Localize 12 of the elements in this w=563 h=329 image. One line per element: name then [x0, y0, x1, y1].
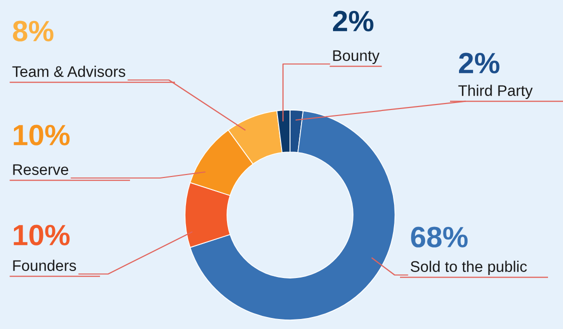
data-label: 8%	[12, 20, 54, 42]
data-label: 68%	[411, 226, 468, 248]
data-label: 2%	[459, 52, 500, 74]
slice-label: Founders	[13, 260, 76, 271]
slice-label: Bounty	[333, 50, 380, 64]
slice-label: Reserve	[13, 164, 68, 175]
slice-label: Third Party	[458, 84, 533, 99]
slice-label: Sold to the public	[410, 260, 527, 275]
slice-label: Team & Advisors	[12, 66, 126, 77]
data-label: 2%	[333, 10, 374, 32]
data-label: 10%	[14, 124, 70, 146]
data-label: 10%	[14, 224, 70, 246]
